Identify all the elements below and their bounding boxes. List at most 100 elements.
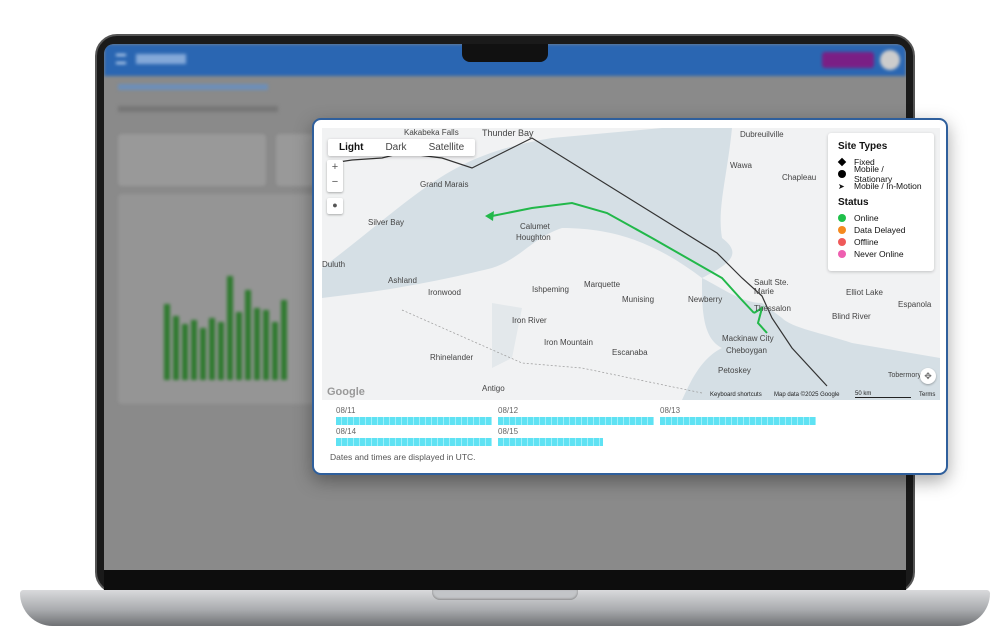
camera-notch	[462, 44, 548, 62]
map-label: Tobermory	[888, 372, 922, 379]
status-dot-icon	[838, 214, 846, 222]
legend-label: Mobile / In-Motion	[854, 181, 922, 191]
legend-label: Mobile / Stationary	[853, 164, 893, 184]
legend-item: ➤ Mobile / In-Motion	[838, 180, 924, 192]
activity-bar[interactable]	[336, 417, 492, 425]
legend-label: Offline	[854, 237, 879, 247]
map-label: Ashland	[388, 276, 417, 285]
map-legend: Site Types Fixed Mobile / Stationary ➤ Mo…	[828, 133, 934, 271]
legend-status-title: Status	[838, 197, 869, 208]
logo	[136, 54, 186, 64]
zoom-controls: + −	[327, 160, 343, 192]
status-dot-icon	[838, 250, 846, 258]
map-label: Chapleau	[782, 173, 817, 182]
map-label: Mackinaw City	[722, 334, 774, 343]
legend-item: Online	[838, 212, 924, 224]
bay	[492, 303, 522, 368]
laptop-base	[20, 590, 990, 626]
tab-satellite[interactable]: Satellite	[428, 142, 465, 153]
timeline-day: 08/14	[336, 427, 492, 446]
day-label: 08/15	[498, 427, 519, 436]
vessel-track	[753, 305, 768, 334]
site-map-card: Thunder Bay Kakabeka Falls Grand Marais …	[312, 118, 948, 475]
status-dot-icon	[838, 238, 846, 246]
map-label: Ironwood	[428, 288, 461, 297]
map-label: Thessalon	[754, 304, 791, 313]
map-label: Sault Ste. Marie	[754, 278, 789, 296]
map-label: Newberry	[688, 295, 723, 304]
legend-label: Online	[854, 213, 879, 223]
legend-item: Fixed	[837, 156, 924, 168]
map-label: Blind River	[832, 312, 871, 321]
map-label: Antigo	[482, 384, 505, 393]
map-data-attribution: Map data ©2025 Google	[774, 392, 840, 398]
diamond-icon	[837, 157, 847, 167]
map-label: Ishpeming	[532, 285, 569, 294]
recenter-icon[interactable]: ✥	[920, 368, 936, 384]
scale-bar: 50 km	[855, 391, 911, 398]
globe-icon[interactable]: ●	[327, 198, 343, 214]
legend-label: Data Delayed	[854, 225, 906, 235]
status-dot-icon	[838, 226, 846, 234]
lake-superior	[322, 128, 733, 298]
zoom-out-button[interactable]: −	[331, 176, 339, 188]
stat-card	[118, 134, 266, 186]
legend-item: Offline	[838, 236, 924, 248]
map-style-tabs: Light Dark Satellite	[328, 139, 476, 156]
vessel-track	[491, 201, 755, 314]
tab-light[interactable]: Light	[339, 142, 364, 153]
navigation-arrow-icon[interactable]	[485, 211, 494, 221]
day-label: 08/11	[336, 406, 356, 415]
timeline-day: 08/15	[498, 427, 654, 446]
border-line	[331, 137, 828, 387]
avatar[interactable]	[880, 50, 900, 70]
map-label: Calumet	[520, 222, 550, 231]
map-label: Elliot Lake	[846, 288, 883, 297]
map-label: Grand Marais	[420, 180, 469, 189]
activity-bar[interactable]	[498, 417, 654, 425]
usage-bars	[164, 276, 287, 380]
map-label: Espanola	[898, 300, 932, 309]
screen-bezel	[104, 570, 906, 592]
breadcrumb[interactable]	[118, 84, 268, 90]
map-label: Escanaba	[612, 348, 648, 357]
map-label: Rhinelander	[430, 353, 474, 362]
timeline-day: 08/12	[498, 406, 654, 425]
map-label: Wawa	[730, 161, 752, 170]
activity-bar[interactable]	[336, 438, 492, 446]
legend-label: Never Online	[854, 249, 904, 259]
map-label: Iron Mountain	[544, 338, 593, 347]
tab-dark[interactable]: Dark	[385, 142, 407, 153]
map-label: Cheboygan	[726, 346, 767, 355]
navigation-arrow-icon: ➤	[838, 181, 845, 191]
google-logo: Google	[327, 386, 365, 398]
map-label: Thunder Bay	[482, 128, 534, 138]
terms-link[interactable]: Terms	[919, 392, 936, 398]
map-label: Iron River	[512, 316, 547, 325]
map[interactable]: Thunder Bay Kakabeka Falls Grand Marais …	[322, 128, 940, 400]
map-label: Marquette	[584, 280, 621, 289]
utc-note: Dates and times are displayed in UTC.	[330, 452, 476, 462]
keyboard-shortcuts-link[interactable]: Keyboard shortcuts	[710, 392, 762, 398]
day-label: 08/14	[336, 427, 357, 436]
upgrade-button[interactable]	[822, 52, 874, 68]
map-label: Kakabeka Falls	[404, 128, 459, 137]
day-label: 08/13	[660, 406, 681, 415]
map-label: Silver Bay	[368, 218, 405, 227]
timeline-day: 08/11	[336, 406, 492, 425]
page-tabs[interactable]	[118, 106, 278, 112]
state-border	[401, 309, 703, 394]
map-label: Dubreuilville	[740, 130, 784, 139]
activity-bar[interactable]	[498, 438, 603, 446]
circle-icon	[838, 170, 846, 178]
lake-huron-michigan	[682, 278, 940, 400]
timeline-day: 08/13	[660, 406, 816, 425]
lid-opening-groove	[432, 590, 578, 600]
zoom-in-button[interactable]: +	[331, 161, 339, 173]
menu-icon	[116, 54, 126, 64]
map-label: Munising	[622, 295, 655, 304]
activity-bar[interactable]	[660, 417, 816, 425]
legend-site-types-title: Site Types	[838, 141, 888, 152]
legend-item: Data Delayed	[838, 224, 924, 236]
legend-item: Mobile / Stationary	[838, 164, 924, 184]
